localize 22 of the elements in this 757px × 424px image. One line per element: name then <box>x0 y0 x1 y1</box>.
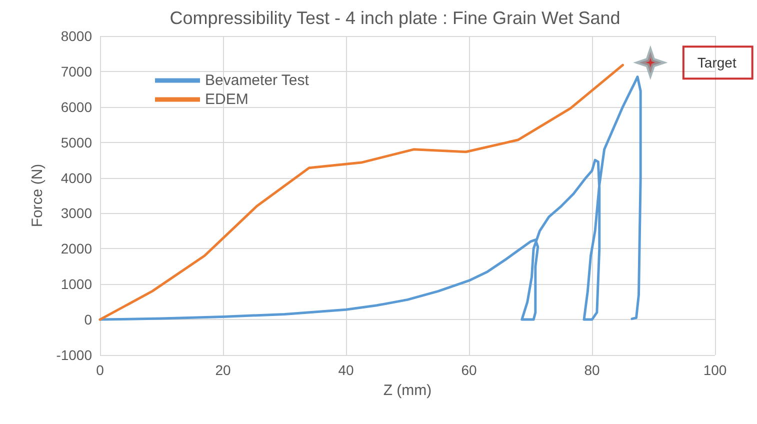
y-tick-label: 2000 <box>60 240 92 257</box>
x-tick-label: 0 <box>96 362 104 378</box>
y-tick-label: -1000 <box>56 347 92 363</box>
y-tick-label: 7000 <box>60 63 92 80</box>
y-tick-label: 4000 <box>60 170 92 186</box>
y-tick-label: 5000 <box>60 134 92 150</box>
legend-label: EDEM <box>205 91 248 108</box>
x-axis-title: Z (mm) <box>383 382 432 399</box>
y-axis-title: Force (N) <box>29 164 46 228</box>
x-tick-label: 40 <box>338 362 354 378</box>
x-tick-label: 80 <box>584 362 600 378</box>
y-tick-label: 8000 <box>60 28 92 44</box>
y-tick-label: 6000 <box>60 98 92 115</box>
x-tick-label: 20 <box>215 362 231 378</box>
legend-label: Bevameter Test <box>205 72 310 89</box>
y-tick-label: 1000 <box>60 276 92 292</box>
text: Target <box>697 54 736 71</box>
chart-title: Compressibility Test - 4 inch plate : Fine Grain Wet Sand <box>170 8 620 28</box>
y-tick-label: 3000 <box>60 205 92 222</box>
x-tick-label: 100 <box>703 362 727 378</box>
y-tick-label: 0 <box>84 312 92 328</box>
x-tick-label: 60 <box>461 362 477 378</box>
